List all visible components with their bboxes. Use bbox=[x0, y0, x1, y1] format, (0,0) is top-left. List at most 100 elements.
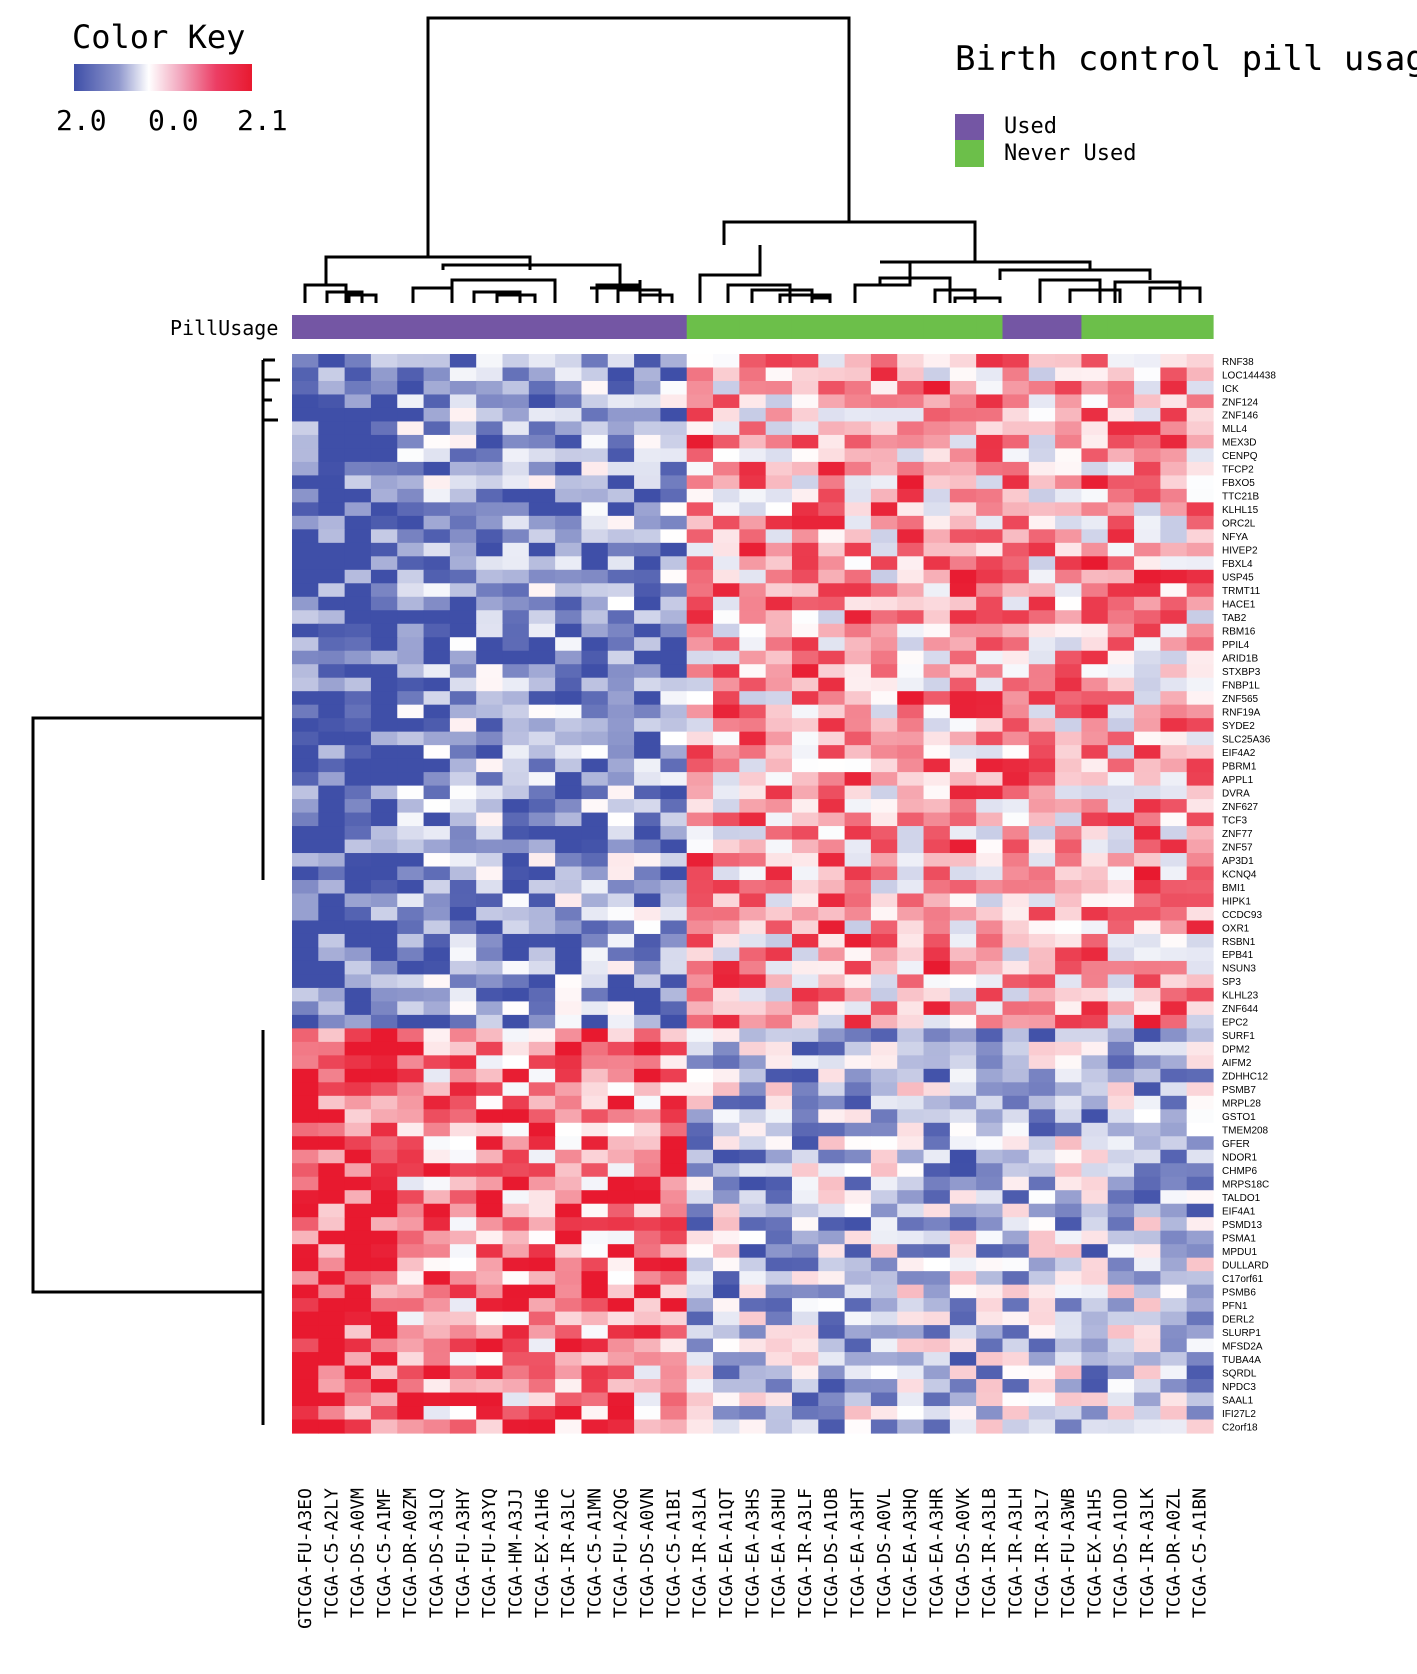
heatmap-cell bbox=[344, 853, 372, 868]
heatmap-cell bbox=[897, 1257, 925, 1272]
heatmap-cell bbox=[870, 354, 898, 369]
heatmap-cell bbox=[1028, 893, 1056, 908]
heatmap-cell bbox=[292, 1041, 319, 1056]
heatmap-cell bbox=[739, 637, 767, 652]
heatmap-cell bbox=[581, 731, 609, 746]
heatmap-cell bbox=[923, 987, 951, 1002]
heatmap-cell bbox=[1160, 1190, 1188, 1205]
heatmap-cell bbox=[502, 1203, 530, 1218]
heatmap-cell bbox=[528, 866, 556, 881]
heatmap-cell bbox=[502, 974, 530, 989]
heatmap-cell bbox=[949, 1149, 977, 1164]
heatmap-cell bbox=[976, 515, 1004, 530]
sample-label: TCGA-IR-A3L7 bbox=[1032, 1488, 1053, 1618]
gene-label: USP45 bbox=[1222, 573, 1254, 584]
heatmap-cell bbox=[818, 772, 846, 787]
heatmap-cell bbox=[1107, 1149, 1135, 1164]
heatmap-cell bbox=[870, 906, 898, 922]
heatmap-cell bbox=[607, 556, 635, 571]
heatmap-cell bbox=[1081, 1325, 1109, 1340]
gene-label: NSUN3 bbox=[1222, 964, 1256, 975]
heatmap-cell bbox=[686, 1352, 714, 1367]
heatmap-cell bbox=[686, 960, 714, 976]
heatmap-cell bbox=[870, 1149, 898, 1164]
heatmap-cell bbox=[1002, 596, 1030, 611]
heatmap-cell bbox=[423, 1392, 451, 1407]
heatmap-cell bbox=[923, 502, 951, 517]
heatmap-cell bbox=[318, 1284, 346, 1299]
heatmap-cell bbox=[1081, 799, 1109, 814]
heatmap-cell bbox=[844, 367, 872, 382]
heatmap-cell bbox=[1055, 407, 1083, 423]
heatmap-cell bbox=[765, 515, 793, 530]
heatmap-cell bbox=[1081, 1136, 1109, 1151]
heatmap-cell bbox=[897, 583, 925, 598]
heatmap-cell bbox=[581, 515, 609, 530]
heatmap-cell bbox=[686, 434, 714, 450]
heatmap-cell bbox=[634, 596, 661, 611]
heatmap-cell bbox=[607, 1284, 635, 1299]
heatmap-cell bbox=[1186, 826, 1214, 841]
heatmap-cell bbox=[476, 1095, 504, 1110]
heatmap-cell bbox=[739, 691, 767, 706]
heatmap-cell bbox=[897, 1352, 925, 1367]
heatmap-cell bbox=[1028, 354, 1056, 369]
heatmap-cell bbox=[870, 1203, 898, 1218]
heatmap-cell bbox=[1028, 1190, 1056, 1205]
heatmap-cell bbox=[555, 772, 583, 787]
heatmap-cell bbox=[818, 1271, 846, 1286]
heatmap-cell bbox=[844, 515, 872, 530]
heatmap-cell bbox=[449, 664, 477, 679]
heatmap-cell bbox=[791, 799, 819, 814]
heatmap-cell bbox=[1160, 596, 1188, 611]
heatmap-cell bbox=[318, 1136, 346, 1151]
heatmap-cell bbox=[791, 933, 819, 949]
heatmap-cell bbox=[739, 1136, 767, 1151]
heatmap-cell bbox=[1081, 610, 1109, 625]
heatmap-cell bbox=[318, 1379, 346, 1394]
heatmap-cell bbox=[739, 1230, 767, 1245]
heatmap-cell bbox=[739, 515, 767, 530]
heatmap-cell bbox=[476, 1055, 504, 1070]
heatmap-cell bbox=[739, 556, 767, 571]
heatmap-cell bbox=[870, 461, 898, 476]
heatmap-cell bbox=[660, 677, 688, 692]
heatmap-cell bbox=[739, 772, 767, 787]
heatmap-cell bbox=[897, 1055, 925, 1070]
heatmap-cell bbox=[660, 1068, 688, 1083]
heatmap-cell bbox=[1134, 1041, 1161, 1056]
heatmap-cell bbox=[791, 664, 819, 679]
heatmap-cell bbox=[1055, 677, 1083, 692]
heatmap-cell bbox=[1160, 637, 1188, 652]
heatmap-cell bbox=[976, 947, 1004, 962]
heatmap-cell bbox=[581, 920, 609, 935]
heatmap-cell bbox=[1160, 394, 1188, 409]
heatmap-cell bbox=[581, 380, 609, 396]
sample-label: TCGA-EX-A1H5 bbox=[1084, 1488, 1105, 1618]
heatmap-cell bbox=[713, 502, 740, 517]
heatmap-cell bbox=[449, 1109, 477, 1124]
heatmap-cell bbox=[607, 1230, 635, 1245]
heatmap-cell bbox=[791, 1176, 819, 1191]
heatmap-cell bbox=[1160, 718, 1188, 733]
heatmap-cell bbox=[1186, 596, 1214, 611]
heatmap-cell bbox=[1186, 461, 1214, 476]
heatmap-cell bbox=[397, 596, 425, 611]
legend-entry-used: Used bbox=[1004, 114, 1057, 139]
heatmap-cell bbox=[765, 1055, 793, 1070]
heatmap-cell bbox=[818, 475, 846, 490]
heatmap-cell bbox=[791, 826, 819, 841]
heatmap-cell bbox=[1028, 1352, 1056, 1367]
heatmap-cell bbox=[1028, 448, 1056, 463]
heatmap-cell bbox=[1107, 650, 1135, 665]
heatmap-cell bbox=[1186, 772, 1214, 787]
heatmap-cell bbox=[976, 354, 1004, 369]
heatmap-cell bbox=[949, 947, 977, 962]
heatmap-cell bbox=[1107, 1284, 1135, 1299]
heatmap-cell bbox=[397, 947, 425, 962]
heatmap-cell bbox=[765, 610, 793, 625]
heatmap-cell bbox=[634, 515, 661, 530]
heatmap-cell bbox=[502, 1190, 530, 1205]
heatmap-cell bbox=[765, 394, 793, 409]
heatmap-cell bbox=[449, 610, 477, 625]
